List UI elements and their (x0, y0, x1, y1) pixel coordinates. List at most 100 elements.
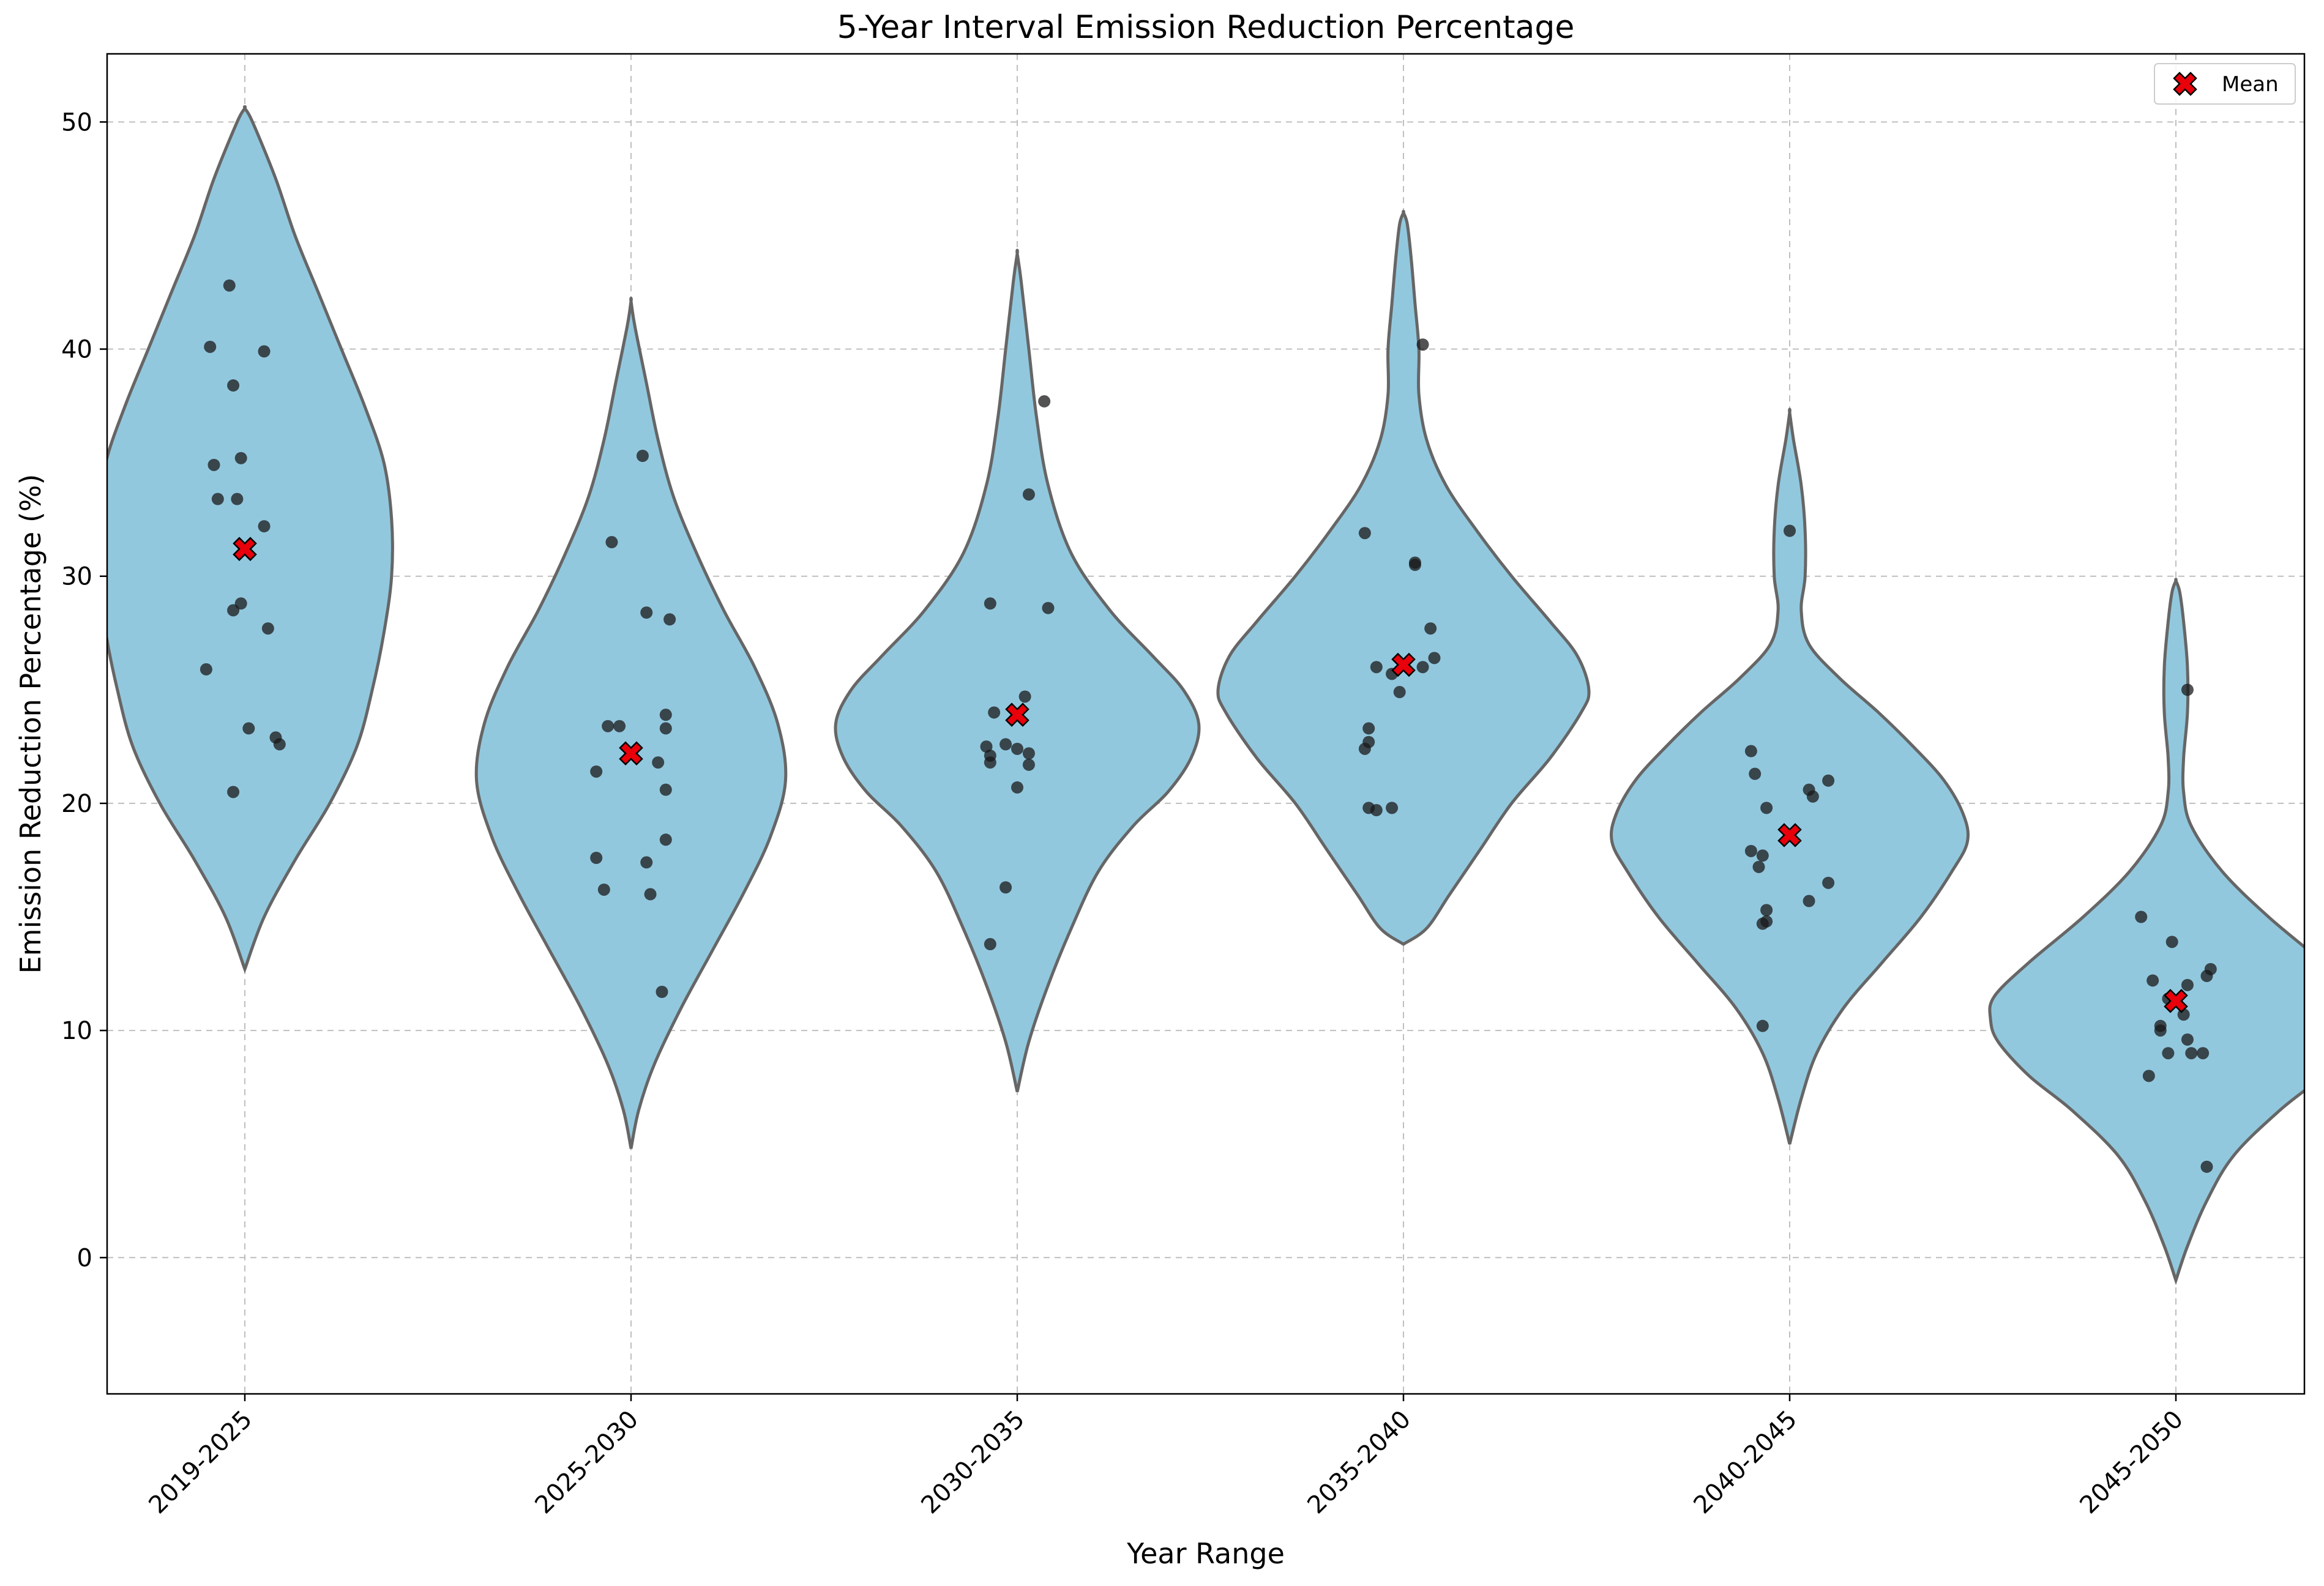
data-point (1022, 488, 1035, 501)
data-point (1416, 338, 1429, 351)
mean-marker-2040-2045 (1777, 823, 1802, 847)
data-point (2181, 1033, 2194, 1046)
data-point (1362, 722, 1375, 735)
data-point (258, 345, 271, 358)
data-point (258, 520, 271, 533)
data-point (652, 756, 665, 769)
data-point (1022, 747, 1035, 760)
data-point (2142, 1070, 2155, 1082)
y-axis-label: Emission Reduction Percentage (%) (14, 474, 47, 974)
data-point (613, 720, 626, 732)
data-point (231, 493, 244, 505)
data-point (1038, 395, 1051, 408)
data-point (2165, 936, 2178, 948)
x-axis-label: Year Range (1126, 1537, 1285, 1570)
y-tick-label: 50 (61, 108, 92, 136)
data-point (1760, 904, 1773, 917)
x-tick-label: 2030-2035 (916, 1405, 1030, 1520)
data-point (1806, 790, 1819, 803)
violin-2030-2035 (834, 248, 1201, 1092)
legend: Mean (2154, 63, 2296, 105)
data-point (234, 452, 247, 464)
y-tick-label: 30 (61, 563, 92, 591)
data-point (590, 852, 603, 864)
data-point (2185, 1047, 2198, 1060)
data-point (640, 606, 653, 619)
data-point (999, 738, 1012, 751)
data-point (605, 536, 618, 549)
grid-layer (107, 54, 2304, 1394)
data-point (659, 722, 672, 735)
mean-marker-2045-2050 (2164, 989, 2188, 1013)
violin-2035-2040 (1216, 209, 1591, 947)
data-point (988, 706, 1001, 719)
data-point (1386, 802, 1399, 814)
data-point (1749, 767, 1762, 780)
data-point (1370, 661, 1383, 674)
data-point (1370, 804, 1383, 817)
data-point (227, 786, 240, 799)
violin-2045-2050 (1988, 578, 2304, 1286)
mean-marker-2030-2035 (1005, 702, 1029, 727)
data-point (1011, 742, 1023, 755)
y-axis: 0 10 20 30 40 50 (61, 108, 107, 1272)
y-tick-label: 40 (61, 336, 92, 364)
data-point (261, 622, 274, 635)
data-point (1756, 1019, 1769, 1032)
data-point (1803, 895, 1815, 907)
data-point (1822, 774, 1835, 787)
data-point (640, 856, 653, 869)
data-point (1011, 781, 1023, 794)
data-point (1358, 742, 1371, 755)
data-point (984, 597, 996, 610)
data-point (227, 379, 240, 392)
chart-title: 5-Year Interval Emission Reduction Perce… (837, 9, 1575, 46)
data-point (1756, 917, 1769, 930)
data-point (1408, 559, 1421, 571)
violin-2025-2030 (474, 297, 788, 1149)
data-point (999, 881, 1012, 894)
x-tick-label: 2025-2030 (529, 1405, 644, 1520)
data-point (984, 938, 996, 951)
plot-frame (106, 53, 2306, 1395)
data-point (1744, 745, 1757, 758)
data-point (597, 883, 610, 896)
data-point (656, 986, 668, 998)
data-point (234, 597, 247, 610)
data-point (1428, 652, 1441, 665)
data-point (1042, 601, 1055, 614)
data-point (273, 738, 286, 751)
x-axis: 2019-2025 2025-2030 2030-2035 2035-2040 2040… (143, 1394, 2189, 1519)
violin-layer (107, 105, 2304, 1286)
data-point (636, 450, 649, 462)
y-tick-label: 0 (77, 1244, 92, 1272)
x-tick-label: 2019-2025 (143, 1405, 258, 1520)
data-point (2200, 1160, 2213, 1173)
data-point (2135, 910, 2148, 923)
mean-marker-2019-2025 (233, 537, 257, 561)
y-tick-label: 10 (61, 1017, 92, 1045)
data-point (2200, 970, 2213, 983)
data-point (1760, 802, 1773, 814)
legend-label-mean: Mean (2222, 72, 2279, 97)
x-tick-label: 2035-2040 (1302, 1405, 1416, 1520)
data-point (2181, 978, 2194, 991)
data-point (1744, 844, 1757, 857)
x-tick-label: 2045-2050 (2074, 1405, 2189, 1520)
points-layer (200, 279, 2217, 1173)
data-point (1393, 686, 1406, 699)
data-point (1018, 690, 1031, 703)
data-point (1784, 524, 1796, 537)
data-point (1358, 527, 1371, 540)
data-point (1416, 661, 1429, 674)
data-point (242, 722, 255, 735)
data-point (1756, 849, 1769, 862)
data-point (207, 458, 220, 471)
data-point (211, 493, 224, 505)
data-point (2147, 974, 2159, 987)
y-tick-label: 20 (61, 790, 92, 818)
data-point (200, 663, 212, 676)
violin-2019-2025 (107, 105, 394, 974)
data-point (2197, 1047, 2210, 1060)
data-point (2162, 1047, 2175, 1060)
